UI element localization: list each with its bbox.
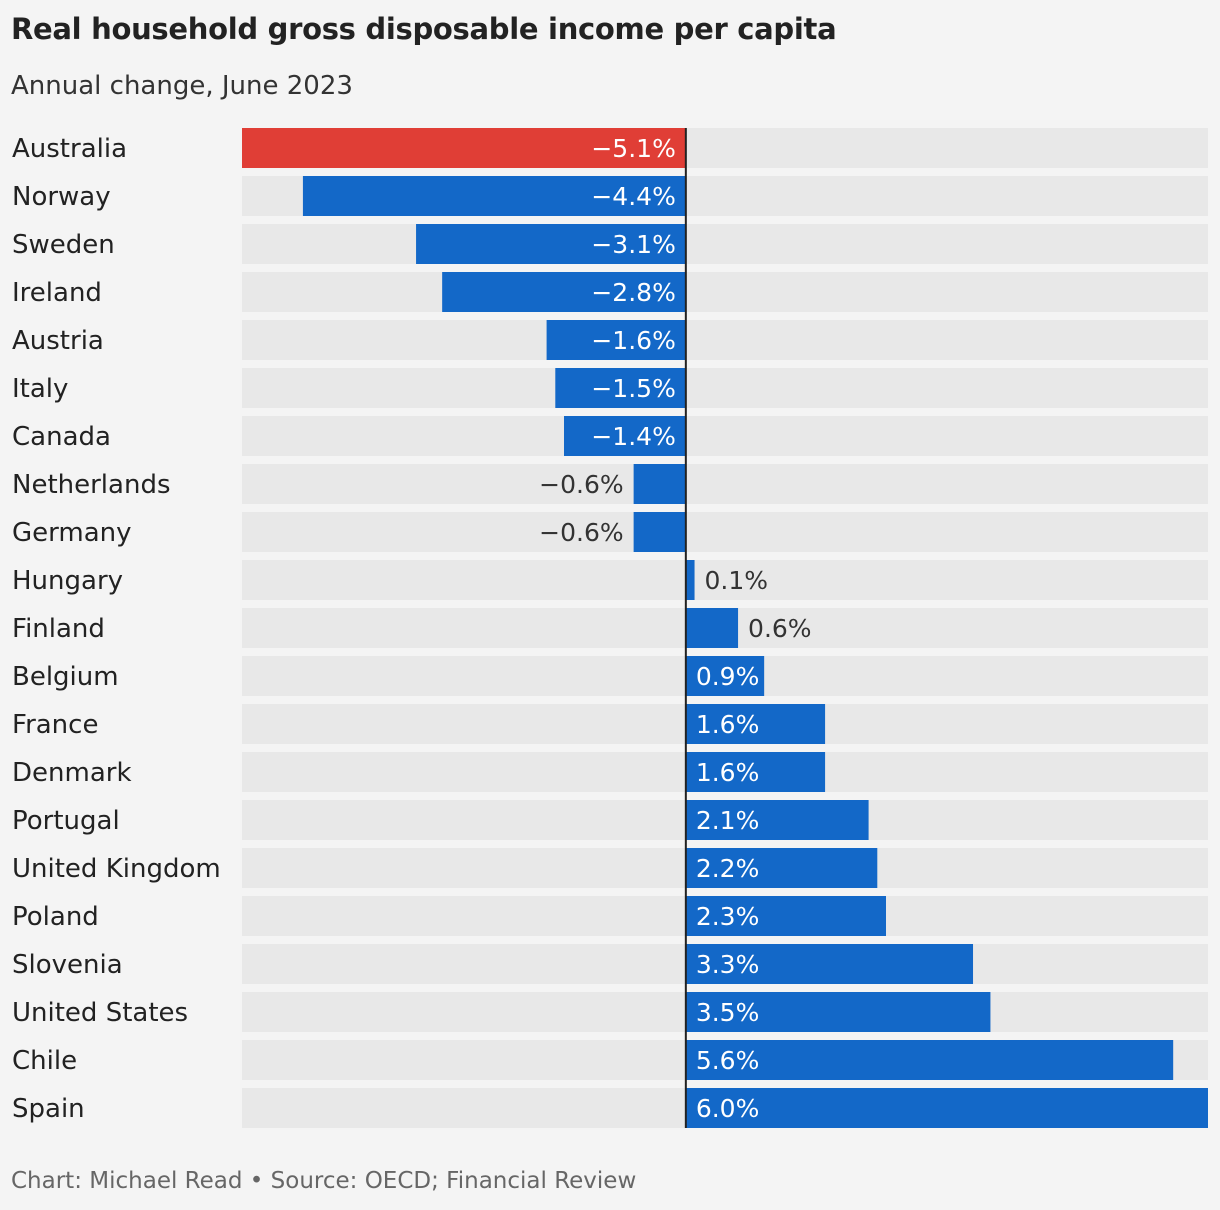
value-label: −1.6% (591, 326, 675, 355)
bar (685, 704, 826, 744)
category-label: Portugal (12, 806, 120, 836)
category-label: Finland (12, 614, 105, 644)
bar (685, 1088, 1208, 1128)
bar-track (242, 224, 1208, 264)
chart-title: Real household gross disposable income p… (11, 12, 837, 46)
bar-track (242, 512, 1208, 552)
value-label: −1.4% (591, 422, 675, 451)
category-label: Norway (12, 182, 111, 212)
bar (685, 848, 878, 888)
bar (416, 224, 686, 264)
bar (442, 272, 686, 312)
chart-source: Chart: Michael Read • Source: OECD; Fina… (11, 1168, 637, 1194)
value-label: 2.3% (696, 902, 760, 931)
value-label: −5.1% (591, 134, 675, 163)
bar (685, 608, 739, 648)
category-label: Chile (12, 1046, 77, 1076)
chart-subtitle: Annual change, June 2023 (11, 71, 353, 101)
bar (242, 128, 686, 168)
bar (302, 176, 686, 216)
bar (685, 1040, 1174, 1080)
value-label: 2.2% (696, 854, 760, 883)
value-label: −3.1% (591, 230, 675, 259)
bar-track (242, 560, 1208, 600)
category-label: Canada (12, 422, 111, 452)
category-label: Austria (12, 326, 104, 356)
category-label: Hungary (12, 566, 123, 596)
category-label: Australia (12, 134, 127, 164)
bar (633, 512, 686, 552)
bar-track (242, 368, 1208, 408)
value-label: 5.6% (696, 1046, 760, 1075)
bar-track (242, 272, 1208, 312)
value-label: 0.1% (705, 566, 769, 595)
category-label: Netherlands (12, 470, 171, 500)
value-label: 6.0% (696, 1094, 760, 1123)
category-label: Ireland (12, 278, 102, 308)
bar (564, 416, 686, 456)
bar-track (242, 464, 1208, 504)
value-label: −4.4% (591, 182, 675, 211)
bar (685, 656, 765, 696)
category-label: Spain (12, 1094, 85, 1124)
value-label: 3.5% (696, 998, 760, 1027)
bar (633, 464, 686, 504)
category-label: Belgium (12, 662, 119, 692)
value-label: 1.6% (696, 710, 760, 739)
bar-track (242, 320, 1208, 360)
value-label: −0.6% (539, 518, 623, 547)
category-label: Poland (12, 902, 99, 932)
value-label: 1.6% (696, 758, 760, 787)
value-label: 2.1% (696, 806, 760, 835)
bar (555, 368, 686, 408)
bar (546, 320, 686, 360)
category-label: Denmark (12, 758, 132, 788)
category-label: Slovenia (12, 950, 123, 980)
category-label: United States (12, 998, 188, 1028)
bar-track (242, 416, 1208, 456)
bar (685, 800, 869, 840)
value-label: 3.3% (696, 950, 760, 979)
category-label: United Kingdom (12, 854, 221, 884)
value-label: 0.9% (696, 662, 760, 691)
value-label: −1.5% (591, 374, 675, 403)
value-label: −2.8% (591, 278, 675, 307)
value-label: 0.6% (748, 614, 812, 643)
bar (685, 944, 974, 984)
value-label: −0.6% (539, 470, 623, 499)
bar (685, 896, 886, 936)
bar (685, 992, 991, 1032)
category-label: France (12, 710, 98, 740)
category-label: Germany (12, 518, 132, 548)
category-label: Sweden (12, 230, 115, 260)
bar-chart: Australia −5.1% Norway −4.4% Sweden −3.1% Irel… (12, 128, 1208, 1128)
category-label: Italy (12, 374, 68, 404)
bar (685, 560, 695, 600)
bar (685, 752, 826, 792)
